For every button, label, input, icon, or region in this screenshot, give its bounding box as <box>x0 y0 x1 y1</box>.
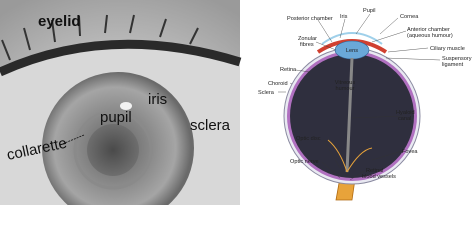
label: Vitreous <box>335 80 356 86</box>
label: fibres <box>300 42 314 48</box>
page: {"photo": {"labels": ["eyelid", "pupil",… <box>0 0 472 205</box>
eye-photo: eyelid pupil iris sclera collarette <box>0 0 242 205</box>
label: Optic nerve <box>290 159 319 165</box>
label: Optic disc <box>296 136 321 142</box>
label: Fovea <box>402 149 418 155</box>
label: Pupil <box>363 8 375 14</box>
label: Lens <box>346 48 358 54</box>
label: ligament <box>442 62 464 68</box>
label: Anterior chamber <box>407 27 450 33</box>
label: iris <box>148 91 167 108</box>
label: Posterior chamber <box>287 16 333 22</box>
label: Cornea <box>400 14 419 20</box>
label: (aqueous humour) <box>407 33 453 39</box>
label: Sclera <box>258 90 275 96</box>
eye-diagram: Posterior chamber Iris Pupil Cornea Ante… <box>258 8 472 201</box>
label: sclera <box>190 117 231 134</box>
label: humour <box>336 86 355 92</box>
label: Retinal <box>366 168 383 174</box>
screenshot: eyelid pupil iris sclera collarette Post… <box>0 0 472 205</box>
label: Suspensory <box>442 56 472 62</box>
label: Ciliary muscle <box>430 46 465 52</box>
label: canal <box>398 116 411 122</box>
label: Retina <box>280 67 297 73</box>
label: pupil <box>100 109 132 126</box>
label: Hyaloid <box>396 110 415 116</box>
label: eyelid <box>38 13 81 30</box>
label: Iris <box>340 14 348 20</box>
label: blood vessels <box>362 174 396 180</box>
label: Choroid <box>268 81 288 87</box>
label: Zonular <box>298 36 317 42</box>
